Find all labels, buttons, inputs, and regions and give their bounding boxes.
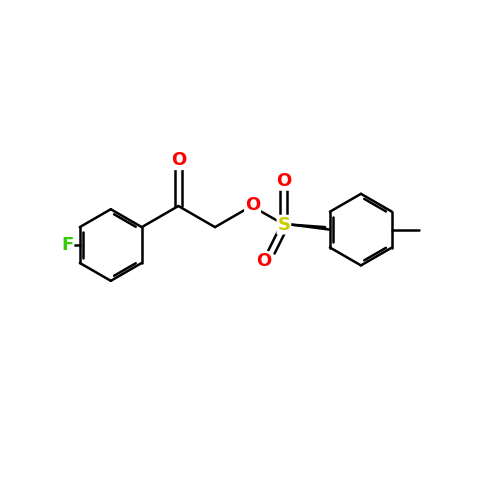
Text: O: O — [276, 172, 291, 190]
Text: O: O — [245, 196, 260, 214]
Text: O: O — [171, 152, 186, 170]
Text: F: F — [61, 236, 74, 254]
Text: O: O — [256, 252, 272, 270]
Text: S: S — [278, 216, 290, 234]
